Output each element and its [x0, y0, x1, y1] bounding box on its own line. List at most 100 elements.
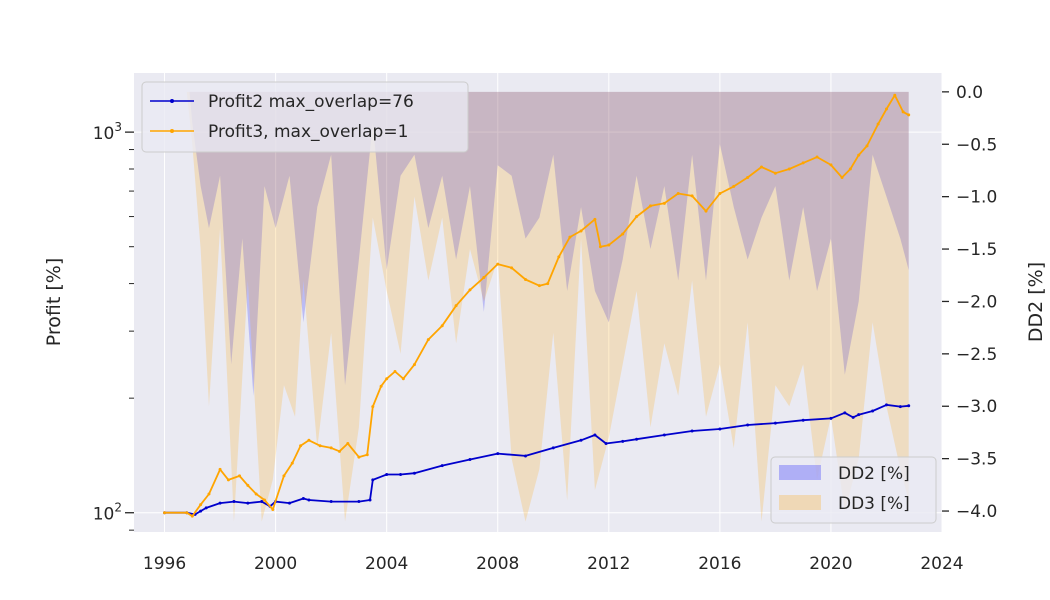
- legend-line-label: Profit2 max_overlap=76: [208, 92, 414, 112]
- profit2-point: [621, 439, 625, 443]
- profit2-point: [907, 404, 911, 408]
- profit3-point: [546, 282, 550, 286]
- profit2-point: [329, 500, 333, 504]
- y-right-tick-label: −1.0: [956, 188, 997, 208]
- profit3-point: [773, 171, 777, 175]
- profit2-point: [440, 464, 444, 468]
- profit2-point: [884, 403, 888, 407]
- profit3-point: [207, 492, 211, 496]
- legend-line-marker: [170, 129, 174, 133]
- y-right-tick-label: −1.5: [956, 240, 997, 260]
- x-tick-label: 2000: [254, 554, 297, 574]
- profit3-point: [290, 461, 294, 465]
- profit3-point: [365, 453, 369, 457]
- profit2-point: [746, 423, 750, 427]
- profit2-point: [551, 446, 555, 450]
- profit3-point: [893, 93, 897, 97]
- profit2-point: [635, 437, 639, 441]
- profit2-point: [690, 429, 694, 433]
- profit3-point: [371, 405, 375, 409]
- profit3-point: [907, 113, 911, 117]
- legend-area-label: DD3 [%]: [838, 494, 910, 514]
- profit2-point: [199, 509, 203, 513]
- profit3-point: [185, 511, 189, 515]
- profit3-point: [662, 201, 666, 205]
- profit2-point: [773, 421, 777, 425]
- profit3-point: [190, 514, 194, 518]
- profit2-point: [718, 427, 722, 431]
- profit3-point: [226, 478, 230, 482]
- y-left-tick-label: 103: [93, 120, 122, 144]
- x-axis: 1996 2000 2004 2008 2012 2016 2020 2024: [143, 554, 964, 574]
- profit3-point: [598, 245, 602, 249]
- profit3-point: [648, 204, 652, 208]
- profit3-point: [496, 262, 500, 266]
- profit3-point: [865, 144, 869, 148]
- profit3-point: [857, 153, 861, 157]
- y-axis-right: 0.0 −0.5 −1.0 −1.5 −2.0 −2.5 −3.0 −3.5 −4.0: [942, 83, 997, 522]
- profit3-point: [401, 377, 405, 381]
- profit3-point: [901, 110, 905, 114]
- profit3-point: [385, 377, 389, 381]
- profit2-point: [468, 457, 472, 461]
- profit3-point: [246, 483, 250, 487]
- profit3-point: [876, 122, 880, 126]
- y-right-tick-label: −2.0: [956, 292, 997, 312]
- profit3-point: [760, 165, 764, 169]
- profit2-point: [496, 452, 500, 456]
- profit3-point: [732, 184, 736, 188]
- profit3-point: [704, 209, 708, 213]
- profit3-point: [393, 370, 397, 374]
- profit3-point: [346, 442, 350, 446]
- profit2-point: [801, 418, 805, 422]
- profit2-point: [371, 478, 375, 482]
- profit3-point: [579, 229, 583, 233]
- y-left-tick-label: 102: [93, 501, 122, 525]
- profit2-point: [593, 433, 597, 437]
- profit2-point: [524, 454, 528, 458]
- x-tick-label: 1996: [143, 554, 186, 574]
- profit3-point: [510, 266, 514, 270]
- profit2-point: [287, 501, 291, 505]
- profit3-point: [329, 446, 333, 450]
- profit3-point: [884, 107, 888, 111]
- profit3-point: [337, 449, 341, 453]
- profit3-point: [299, 444, 303, 448]
- profit3-point: [482, 275, 486, 279]
- profit2-point: [260, 500, 264, 504]
- profit2-point: [385, 473, 389, 477]
- profit3-point: [524, 278, 528, 282]
- profit2-point: [301, 496, 305, 500]
- profit3-point: [199, 503, 203, 507]
- profit3-point: [568, 235, 572, 239]
- y-right-tick-label: −2.5: [956, 345, 997, 365]
- profit2-point: [662, 433, 666, 437]
- profit2-point: [857, 413, 861, 417]
- line-legend: Profit2 max_overlap=76 Profit3, max_overl…: [141, 81, 469, 153]
- profit2-point: [851, 415, 855, 419]
- profit3-point: [690, 194, 694, 198]
- profit3-point: [815, 155, 819, 159]
- profit3-point: [676, 191, 680, 195]
- profit3-point: [307, 438, 311, 442]
- y-axis-left: 102 103: [93, 120, 134, 531]
- profit3-point: [801, 161, 805, 165]
- profit2-point: [204, 506, 208, 510]
- legend-area-label: DD2 [%]: [838, 464, 910, 484]
- profit3-point: [163, 511, 167, 515]
- profit3-point: [468, 288, 472, 292]
- x-tick-label: 2016: [698, 554, 741, 574]
- profit2-point: [218, 501, 222, 505]
- y-axis-left-title: Profit [%]: [43, 258, 65, 346]
- x-tick-label: 2012: [587, 554, 630, 574]
- profit3-point: [318, 444, 322, 448]
- x-tick-label: 2004: [365, 554, 408, 574]
- dd2-area: [164, 91, 909, 396]
- x-tick-label: 2024: [920, 554, 963, 574]
- profit2-point: [232, 500, 236, 504]
- y-axis-right-title: DD2 [%]: [1025, 262, 1047, 342]
- legend-line-marker: [170, 99, 174, 103]
- profit2-point: [604, 442, 608, 446]
- drawdown-areas: [164, 91, 909, 522]
